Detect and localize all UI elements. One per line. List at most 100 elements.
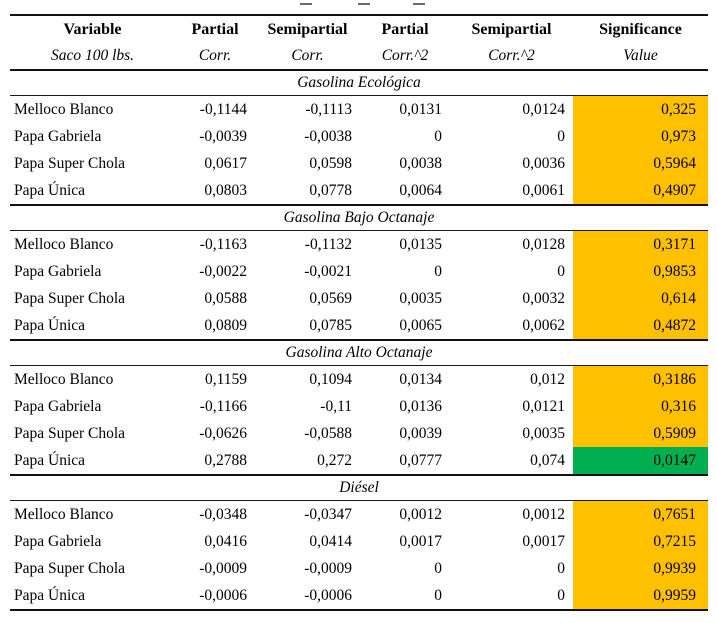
value-cell: 0,0017 [522, 532, 565, 550]
cropped-caption-fragment [358, 3, 370, 5]
significance-cell: 0,614 [573, 285, 708, 312]
significance-cell: 0,325 [573, 95, 708, 123]
significance-cell: 0,3171 [573, 230, 708, 258]
value-cell: -0,0588 [304, 424, 352, 442]
significance-cell: 0,4907 [573, 177, 708, 206]
cropped-caption-fragment [413, 3, 425, 5]
significance-cell: 0,0147 [573, 447, 708, 476]
value-cell: 0,1159 [204, 370, 247, 388]
section-title-row: Gasolina Ecológica [10, 70, 708, 96]
value-cell: -0,0006 [255, 582, 360, 611]
significance-cell: 0,5909 [573, 420, 708, 447]
table-row: Papa Única -0,0006 -0,0006 0 0 0,9959 [10, 582, 708, 611]
value-cell: 0 [434, 127, 442, 145]
variable-cell: Papa Gabriela [14, 262, 102, 280]
value-cell: -0,0006 [175, 582, 255, 611]
value-cell: 0,0064 [360, 177, 450, 206]
value-cell: -0,0039 [199, 127, 247, 145]
value-cell: -0,1144 [199, 100, 247, 118]
variable-cell: Papa Gabriela [14, 397, 102, 415]
table-row: Papa Gabriela -0,0039 -0,0038 0 0 0,973 [10, 123, 708, 150]
col-header-partial-corr: Partial [191, 20, 239, 38]
significance-cell: 0,973 [573, 123, 708, 150]
section-title: Gasolina Alto Octanaje [10, 340, 708, 366]
value-cell: -0,0009 [199, 559, 247, 577]
col-subheader-semipartial-corr: Corr. [255, 43, 360, 71]
value-cell: 0,0134 [399, 370, 442, 388]
value-cell: 0,0012 [399, 505, 442, 523]
value-cell: 0,0121 [522, 397, 565, 415]
value-cell: 0,2788 [175, 447, 255, 476]
value-cell: 0 [360, 582, 450, 611]
col-header-variable: Variable [63, 20, 122, 38]
variable-cell: Papa Gabriela [14, 127, 102, 145]
significance-cell: 0,7215 [573, 528, 708, 555]
value-cell: -0,0022 [199, 262, 247, 280]
value-cell: 0,0809 [175, 312, 255, 341]
value-cell: 0,0588 [204, 289, 247, 307]
significance-cell: 0,5964 [573, 150, 708, 177]
section-title-row: Gasolina Alto Octanaje [10, 340, 708, 366]
col-subheader-significance: Value [573, 43, 708, 71]
section-title: Gasolina Ecológica [10, 70, 708, 96]
value-cell: 0,0035 [522, 424, 565, 442]
value-cell: 0,0061 [450, 177, 573, 206]
value-cell: 0 [557, 127, 565, 145]
value-cell: 0,0135 [399, 235, 442, 253]
value-cell: -0,11 [320, 397, 352, 415]
value-cell: -0,1163 [199, 235, 247, 253]
variable-cell: Papa Super Chola [14, 289, 126, 307]
significance-cell: 0,3186 [573, 365, 708, 393]
variable-cell: Melloco Blanco [14, 235, 114, 253]
variable-cell: Papa Única [10, 312, 175, 341]
col-header-partial-corr2: Partial [381, 20, 429, 38]
table-row: Melloco Blanco -0,1144 -0,1113 0,0131 0,0124… [10, 95, 708, 123]
value-cell: 0,012 [530, 370, 565, 388]
value-cell: -0,0009 [304, 559, 352, 577]
value-cell: -0,0626 [199, 424, 247, 442]
value-cell: 0,0036 [522, 154, 565, 172]
variable-cell: Papa Gabriela [14, 532, 102, 550]
table-header: Variable Partial Semipartial Partial Sem… [10, 15, 708, 71]
table-row: Papa Super Chola -0,0009 -0,0009 0 0 0,9939 [10, 555, 708, 582]
value-cell: 0,0777 [360, 447, 450, 476]
value-cell: 0,074 [450, 447, 573, 476]
col-subheader-variable: Saco 100 lbs. [10, 43, 175, 71]
value-cell: 0,0124 [522, 100, 565, 118]
section-title: Gasolina Bajo Octanaje [10, 205, 708, 231]
value-cell: 0,0778 [255, 177, 360, 206]
value-cell: -0,0038 [304, 127, 352, 145]
significance-cell: 0,4872 [573, 312, 708, 341]
variable-cell: Papa Super Chola [14, 559, 126, 577]
value-cell: 0,0803 [175, 177, 255, 206]
value-cell: 0,0136 [399, 397, 442, 415]
value-cell: 0,0128 [522, 235, 565, 253]
table-row: Melloco Blanco -0,0348 -0,0347 0,0012 0,0012… [10, 500, 708, 528]
table-row: Papa Única 0,0809 0,0785 0,0065 0,0062 0,4872 [10, 312, 708, 341]
table-row: Papa Única 0,2788 0,272 0,0777 0,074 0,0147 [10, 447, 708, 476]
variable-cell: Melloco Blanco [14, 100, 114, 118]
variable-cell: Papa Única [10, 177, 175, 206]
value-cell: -0,0348 [199, 505, 247, 523]
value-cell: 0,0039 [399, 424, 442, 442]
value-cell: 0,0012 [522, 505, 565, 523]
value-cell: 0 [557, 262, 565, 280]
value-cell: -0,0021 [304, 262, 352, 280]
value-cell: 0,0598 [309, 154, 352, 172]
table-row: Papa Gabriela -0,1166 -0,11 0,0136 0,0121 0,3… [10, 393, 708, 420]
value-cell: 0 [450, 582, 573, 611]
value-cell: 0 [557, 559, 565, 577]
table-row: Papa Super Chola 0,0617 0,0598 0,0038 0,0036… [10, 150, 708, 177]
value-cell: 0,0032 [522, 289, 565, 307]
value-cell: 0,0035 [399, 289, 442, 307]
correlation-results-table: Variable Partial Semipartial Partial Sem… [10, 14, 708, 611]
col-header-significance: Significance [599, 20, 682, 38]
col-subheader-semipartial-corr2: Corr.^2 [450, 43, 573, 71]
value-cell: 0 [434, 262, 442, 280]
significance-cell: 0,7651 [573, 500, 708, 528]
significance-cell: 0,9853 [573, 258, 708, 285]
value-cell: 0,0617 [204, 154, 247, 172]
table-row: Melloco Blanco -0,1163 -0,1132 0,0135 0,0128… [10, 230, 708, 258]
table-row: Melloco Blanco 0,1159 0,1094 0,0134 0,012 0,3… [10, 365, 708, 393]
